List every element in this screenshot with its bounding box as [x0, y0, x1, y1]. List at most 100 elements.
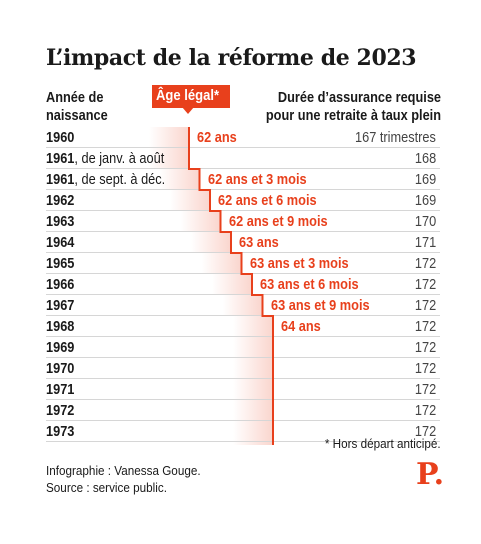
required-quarters: 172	[414, 319, 436, 335]
birth-year-label: 1963	[46, 213, 74, 231]
birth-year: 1969	[46, 340, 75, 356]
age-gradient-segment	[233, 316, 273, 337]
birth-year-label: 1961, de sept. à déc.	[46, 171, 165, 189]
age-gradient-segment	[233, 337, 273, 358]
birth-year: 1967	[46, 298, 75, 314]
legal-age-value: 63 ans et 9 mois	[270, 298, 370, 314]
required-quarters: 172	[414, 340, 436, 356]
birth-year-label: 1962	[46, 192, 74, 210]
table-row: 1967 172	[46, 295, 440, 316]
table-row: 1961, de sept. à déc. 169	[46, 169, 440, 190]
required-quarters: 170	[414, 214, 436, 230]
age-gradient-segment	[159, 169, 200, 190]
required-quarters: 172	[414, 382, 436, 398]
legal-age-value: 62 ans et 6 mois	[218, 193, 317, 209]
table-row: 1971 172	[46, 379, 440, 400]
birth-year-header-line1: Année de	[46, 90, 104, 106]
age-gradient-segment	[212, 274, 252, 295]
birth-year: 1971	[46, 382, 75, 398]
birth-year-label: 1969	[46, 339, 74, 357]
age-gradient-segment	[149, 148, 189, 169]
duration-header: Durée d’assurance requise pour une retra…	[266, 89, 441, 125]
birth-year-label: 1971	[46, 381, 74, 399]
footnote: * Hors départ anticipé.	[325, 436, 441, 451]
legal-age-badge: Âge légal*	[152, 85, 231, 108]
birth-year: 1970	[46, 361, 75, 377]
birth-year-label: 1964	[46, 234, 74, 252]
age-gradient-segment	[201, 253, 242, 274]
age-gradient-segment	[222, 295, 263, 316]
legal-age-value: 62 ans et 9 mois	[228, 214, 328, 230]
required-quarters: 167 trimestres	[355, 130, 436, 146]
required-quarters: 171	[414, 235, 436, 251]
legal-age-value: 63 ans et 3 mois	[249, 256, 349, 272]
table-row: 1973 172	[46, 421, 440, 442]
table-row: 1970 172	[46, 358, 440, 379]
birth-year: 1964	[46, 235, 75, 251]
legal-age-value: 62 ans et 3 mois	[207, 172, 307, 188]
age-gradient-segment	[233, 379, 273, 400]
credit-source: Source : service public.	[46, 480, 167, 495]
publisher-logo: P.	[416, 457, 445, 492]
required-quarters: 168	[414, 151, 436, 167]
birth-year-label: 1966	[46, 276, 74, 294]
age-gradient-segment	[149, 127, 189, 148]
birth-year: 1965	[46, 256, 75, 272]
birth-period: , de sept. à déc.	[74, 172, 166, 188]
required-quarters: 172	[414, 256, 436, 272]
birth-year: 1973	[46, 424, 75, 440]
required-quarters: 169	[414, 172, 436, 188]
credit-infographic: Infographie : Vanessa Gouge.	[46, 463, 201, 478]
birth-year: 1972	[46, 403, 75, 419]
legal-age-value: 64 ans	[281, 319, 321, 335]
legal-age-value: 62 ans	[197, 130, 237, 146]
table-row: 1966 172	[46, 274, 440, 295]
table-row: 1961, de janv. à août 168	[46, 148, 440, 169]
required-quarters: 172	[414, 424, 436, 440]
credits: Infographie : Vanessa Gouge. Source : se…	[46, 462, 201, 496]
age-staircase-path	[188, 127, 274, 445]
required-quarters: 172	[414, 403, 436, 419]
required-quarters: 169	[414, 193, 436, 209]
birth-period: , de janv. à août	[74, 151, 165, 167]
birth-year-label: 1961, de janv. à août	[46, 150, 164, 168]
table-row: 1972 172	[46, 400, 440, 421]
age-gradient-segment	[180, 211, 221, 232]
required-quarters: 172	[414, 361, 436, 377]
birth-year: 1961	[46, 172, 75, 188]
table-row: 1962 169	[46, 190, 440, 211]
table-row: 1960 167 trimestres	[46, 127, 440, 148]
birth-year: 1966	[46, 277, 75, 293]
age-gradient-segment	[233, 358, 273, 379]
page-title: L’impact de la réforme de 2023	[46, 45, 417, 71]
birth-year-label: 1970	[46, 360, 74, 378]
duration-header-line2: pour une retraite à taux plein	[265, 108, 441, 124]
legal-age-badge-label: Âge légal*	[156, 88, 220, 104]
age-gradient-segment	[233, 400, 273, 421]
age-gradient-segment	[191, 232, 231, 253]
birth-year: 1963	[46, 214, 75, 230]
table-row: 1964 171	[46, 232, 440, 253]
birth-year-label: 1960	[46, 129, 74, 147]
age-gradient-segment	[170, 190, 210, 211]
birth-year-label: 1967	[46, 297, 74, 315]
birth-year: 1960	[46, 130, 75, 146]
required-quarters: 172	[414, 298, 436, 314]
duration-header-line1: Durée d’assurance requise	[277, 90, 441, 106]
birth-year-header-line2: naissance	[46, 108, 108, 124]
birth-year-label: 1965	[46, 255, 74, 273]
birth-year-header: Année de naissance	[46, 89, 108, 125]
birth-year: 1962	[46, 193, 75, 209]
legal-age-value: 63 ans	[239, 235, 279, 251]
birth-year-label: 1973	[46, 423, 74, 441]
birth-year: 1968	[46, 319, 75, 335]
table-row: 1963 170	[46, 211, 440, 232]
birth-year-label: 1972	[46, 402, 74, 420]
birth-year-label: 1968	[46, 318, 74, 336]
table-row: 1969 172	[46, 337, 440, 358]
legal-age-value: 63 ans et 6 mois	[260, 277, 359, 293]
legal-age-badge-pointer	[182, 107, 194, 114]
table-row: 1968 172	[46, 316, 440, 337]
